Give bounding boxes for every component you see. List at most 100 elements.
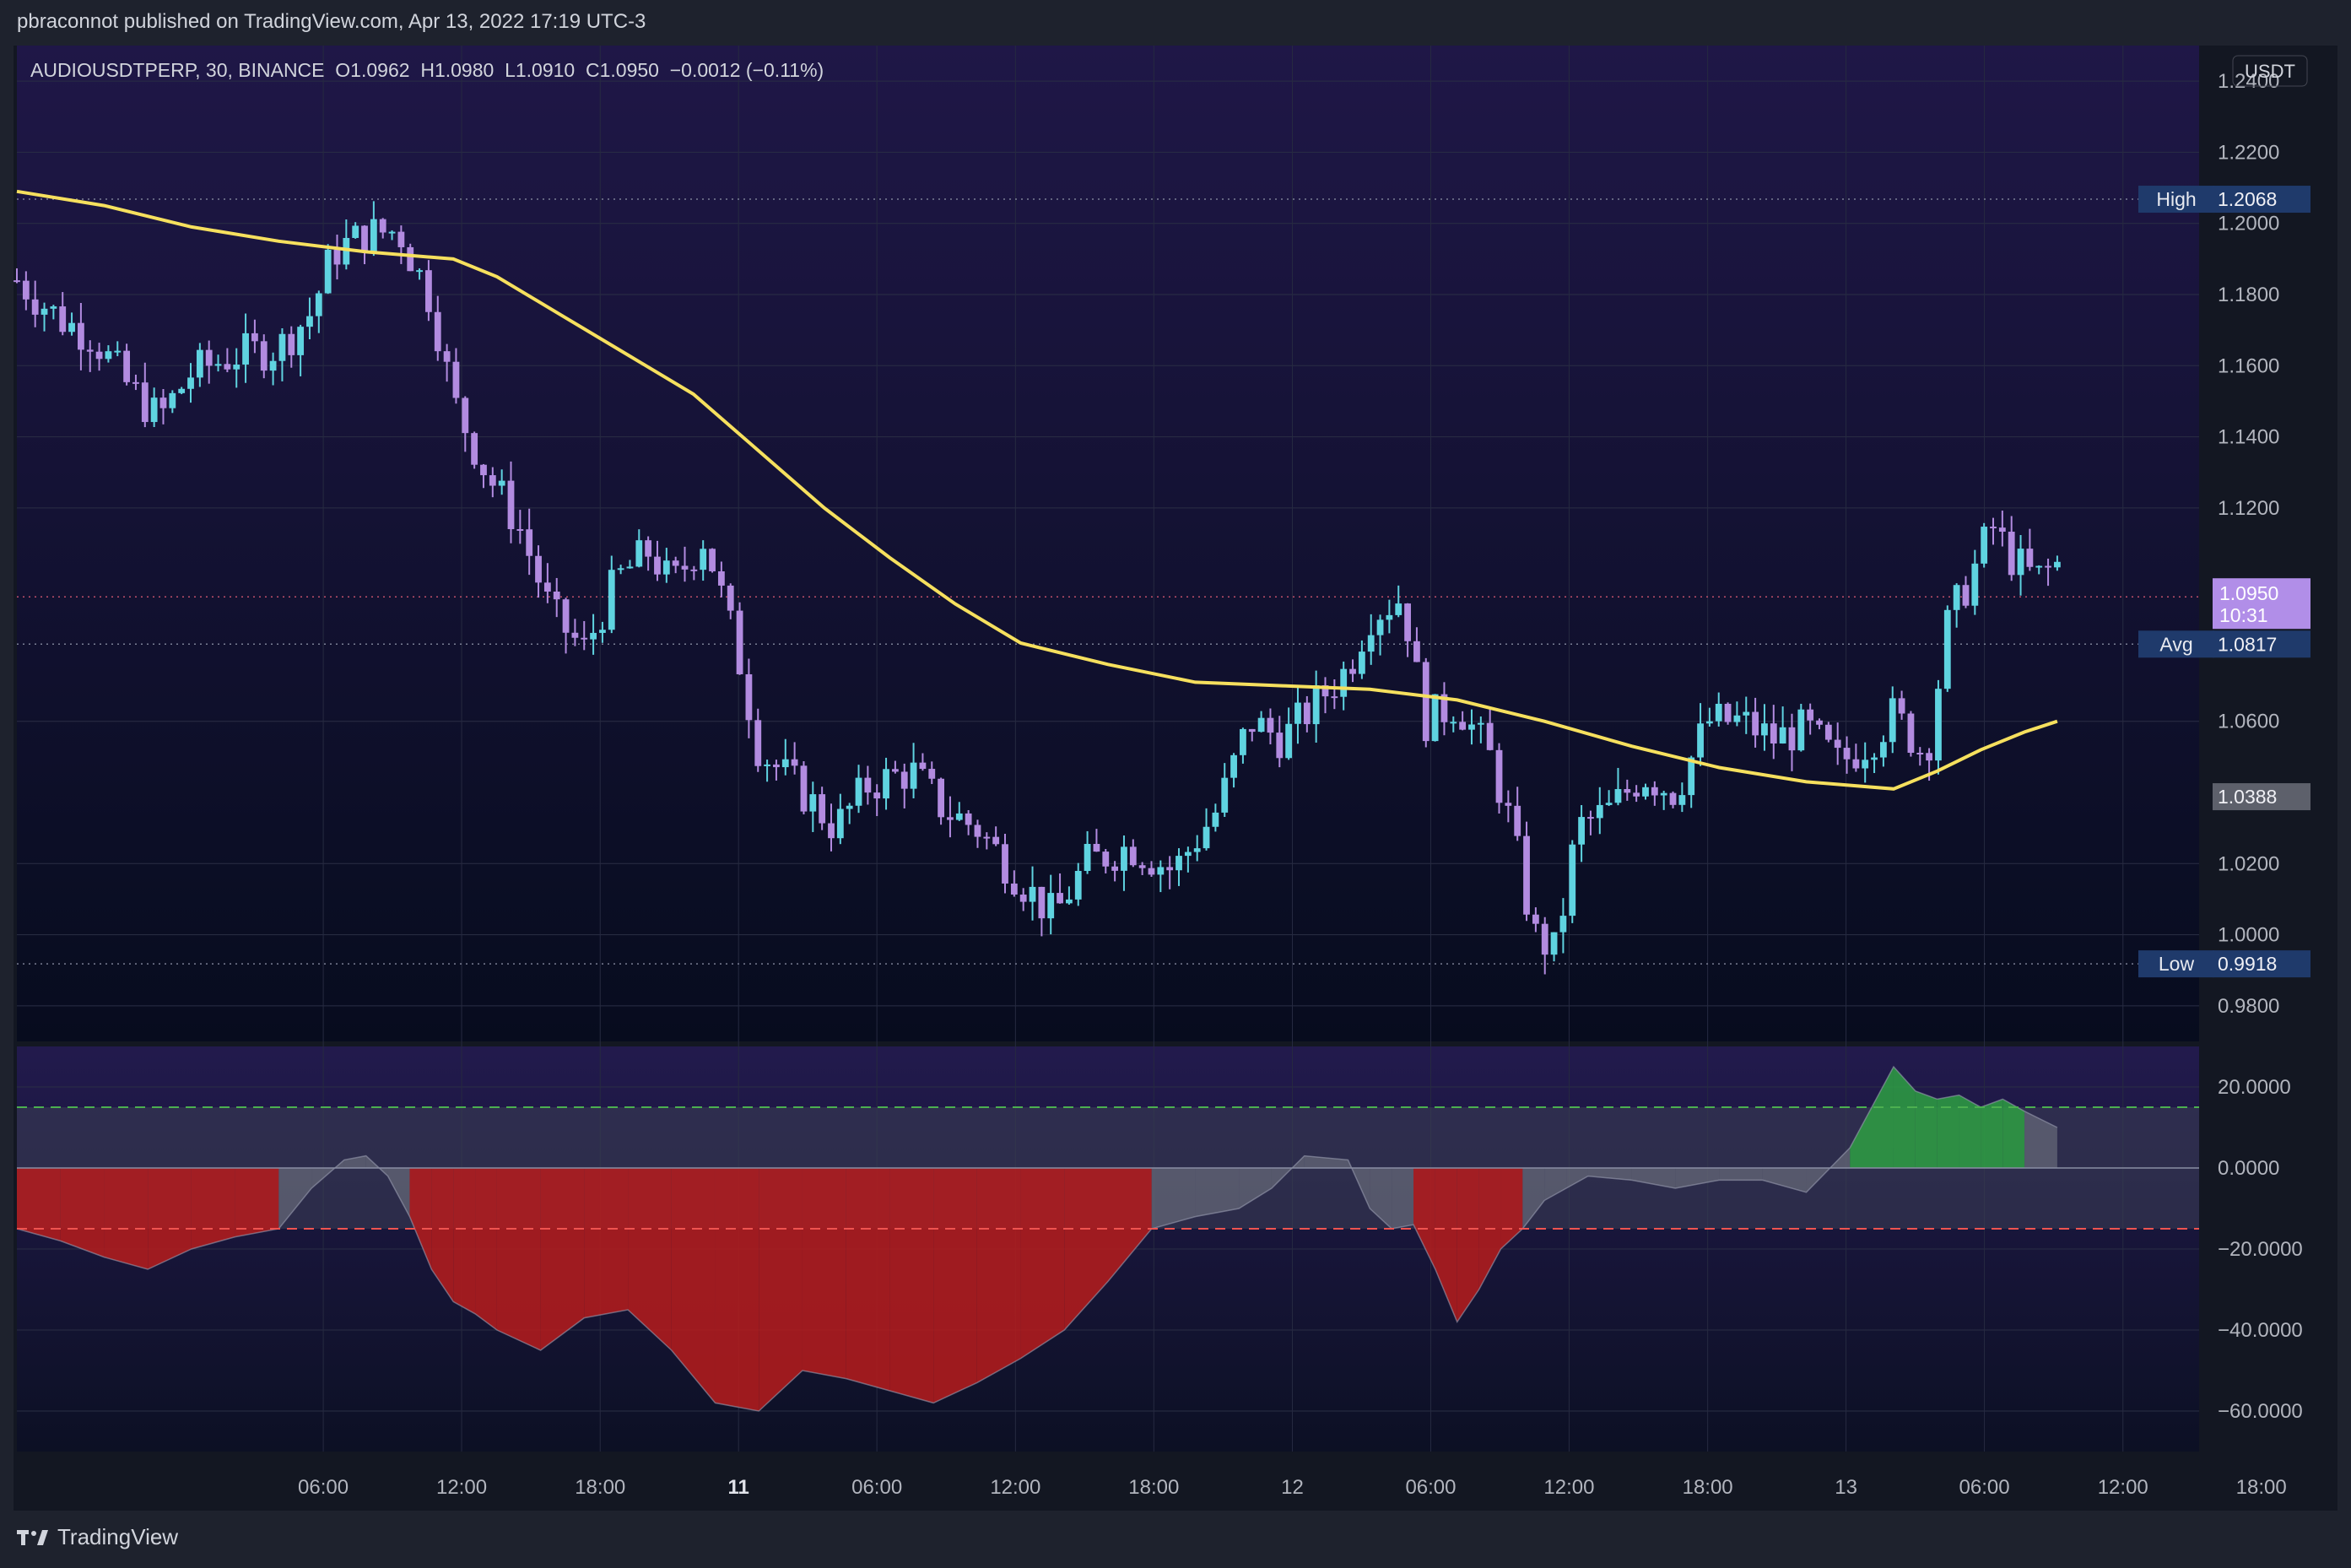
candle-body — [562, 599, 570, 633]
candle — [1935, 679, 1942, 775]
candle-body — [2054, 561, 2061, 568]
candle — [645, 536, 652, 571]
candle-body — [1002, 844, 1008, 884]
candle-body — [95, 351, 103, 360]
candle — [150, 387, 158, 428]
candle — [608, 555, 615, 634]
candle — [443, 343, 451, 382]
candle-body — [983, 836, 991, 839]
candle-body — [1807, 709, 1814, 721]
candle — [736, 602, 743, 675]
candle — [1230, 753, 1237, 788]
candle-body — [159, 397, 167, 408]
candle — [681, 546, 689, 582]
candle-body — [1907, 713, 1915, 754]
candle — [590, 614, 597, 655]
candle-body — [1440, 694, 1448, 722]
candle-body — [819, 794, 826, 824]
candle — [947, 796, 954, 838]
candle — [1633, 785, 1640, 803]
candle — [571, 619, 579, 646]
osc-segment — [278, 1168, 312, 1229]
candle — [1990, 517, 1997, 545]
candle-body — [1971, 563, 1979, 606]
candle — [992, 826, 1000, 846]
candle-body — [1019, 895, 1027, 902]
time-axis[interactable]: 06:00 12:00 18:00 11 06:00 12:00 18:00 12 06:00 1… — [298, 1476, 2337, 1499]
candle-body — [590, 632, 597, 640]
candle-body — [196, 349, 203, 378]
candle — [819, 787, 826, 830]
osc-segment — [976, 1168, 1021, 1383]
candle — [1578, 804, 1585, 862]
candle — [1176, 848, 1182, 886]
candle — [1971, 549, 1979, 615]
candle-body — [1953, 585, 1960, 610]
candle-body — [1871, 757, 1878, 760]
candle-body — [1221, 777, 1229, 813]
candle — [526, 508, 533, 576]
candle — [1596, 787, 1603, 835]
candle-body — [1468, 724, 1475, 730]
candle-body — [379, 219, 386, 233]
candle-body — [1797, 709, 1805, 751]
candle — [68, 312, 75, 336]
candle — [370, 201, 377, 257]
oscillator-axis[interactable]: 20.0000 0.0000 −20.0000 −40.0000 −60.0000 — [2218, 1076, 2303, 1423]
candle-body — [251, 333, 258, 342]
price-axis[interactable]: 1.2400 1.2200 1.2000 1.1800 1.1600 1.1400 1.12… — [2218, 55, 2308, 1018]
candle — [178, 387, 186, 395]
osc-segment — [1108, 1168, 1152, 1282]
candle-body — [14, 280, 20, 283]
candle-body — [1651, 787, 1658, 796]
candle-body — [992, 836, 1000, 845]
footer-brand[interactable]: TradingView — [17, 1524, 178, 1550]
osc-segment — [17, 1168, 61, 1241]
candle-body — [891, 769, 899, 772]
candle — [105, 345, 112, 363]
candle — [1148, 861, 1155, 877]
candle — [462, 396, 469, 452]
candle-body — [1587, 817, 1594, 819]
candle-body — [662, 560, 670, 575]
candle — [809, 781, 817, 832]
candle — [169, 390, 176, 414]
candle — [900, 763, 908, 808]
candle — [1889, 686, 1896, 754]
candle-body — [1705, 721, 1713, 724]
candle — [425, 260, 432, 322]
candle — [1395, 585, 1402, 618]
candle — [452, 348, 460, 404]
avg-value-bg — [2213, 630, 2310, 658]
candle — [883, 757, 889, 810]
candle-body — [745, 673, 753, 721]
candle-body — [1495, 749, 1503, 803]
candle-body — [132, 381, 139, 384]
candle — [1203, 808, 1210, 851]
candle — [1770, 705, 1777, 760]
candle-body — [1404, 603, 1411, 641]
osc-segment — [1544, 1168, 1567, 1201]
symbol-label[interactable]: AUDIOUSDTPERP, 30, BINANCE — [30, 59, 325, 81]
candle-body — [1010, 883, 1018, 895]
candle-body — [864, 777, 872, 793]
candle-body — [543, 582, 551, 592]
candle-body — [836, 808, 844, 839]
candle — [1816, 718, 1823, 730]
candle — [31, 280, 39, 327]
candle-body — [955, 813, 963, 820]
candle-body — [1486, 722, 1494, 750]
candle — [1505, 790, 1512, 823]
candle-body — [31, 299, 39, 315]
candle — [1752, 697, 1759, 748]
candle-body — [781, 759, 789, 768]
candle-body — [1193, 848, 1201, 852]
candle-body — [1138, 865, 1146, 868]
chart-svg[interactable]: 1.2400 1.2200 1.2000 1.1800 1.1600 1.1400 1.12… — [14, 46, 2337, 1511]
candle — [2017, 535, 2024, 596]
candle — [773, 760, 780, 781]
candle — [654, 540, 661, 581]
candle — [1349, 659, 1356, 683]
candle — [1705, 707, 1713, 727]
osc-tick-label: −40.0000 — [2218, 1319, 2303, 1342]
